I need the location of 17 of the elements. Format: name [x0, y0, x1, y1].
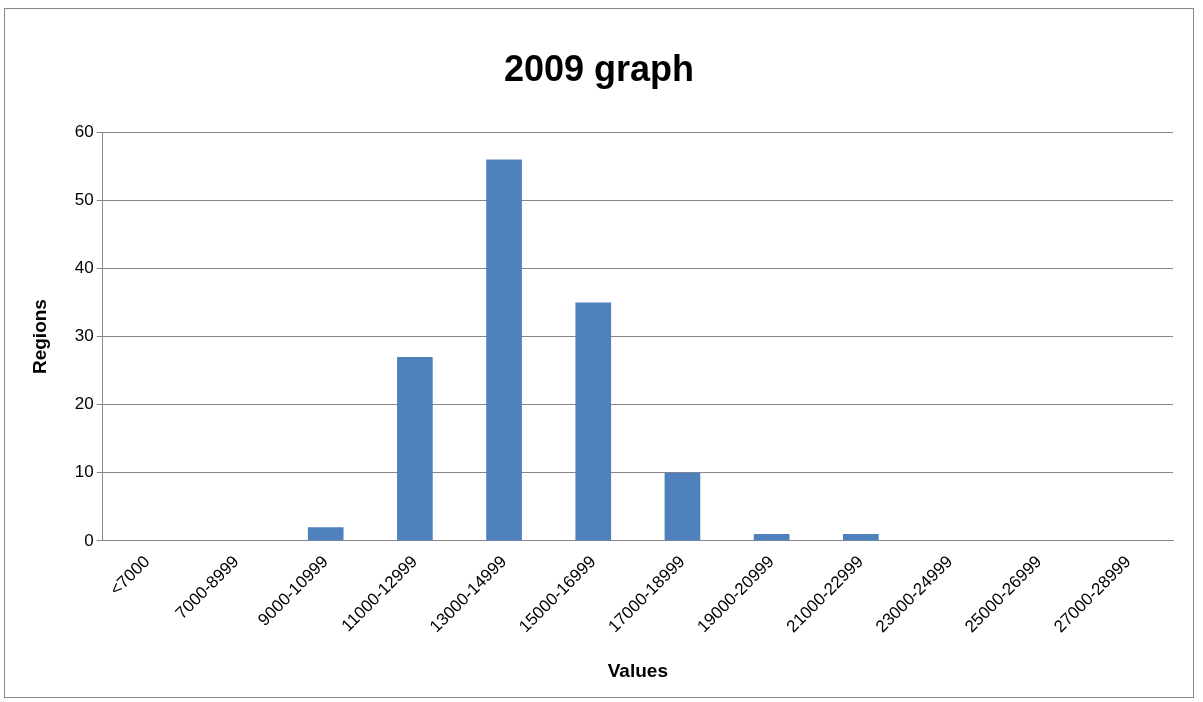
y-tick-label: 40: [74, 258, 94, 278]
y-tick-label: 10: [74, 462, 94, 482]
bar: [307, 527, 344, 541]
bar: [664, 472, 701, 541]
x-axis-title: Values: [607, 659, 668, 681]
bar: [842, 534, 879, 541]
bar: [486, 159, 522, 541]
y-tick-label: 30: [74, 326, 94, 346]
y-tick-label: 0: [84, 530, 94, 550]
y-tick-label: 60: [74, 121, 94, 141]
y-tick-label: 50: [74, 190, 94, 210]
y-axis-title: Regions: [28, 299, 50, 375]
bar: [575, 302, 612, 541]
y-tick-label: 20: [74, 394, 94, 414]
chart-title: 2009 graph: [503, 47, 695, 89]
bar: [397, 357, 433, 541]
bar: [753, 534, 790, 541]
